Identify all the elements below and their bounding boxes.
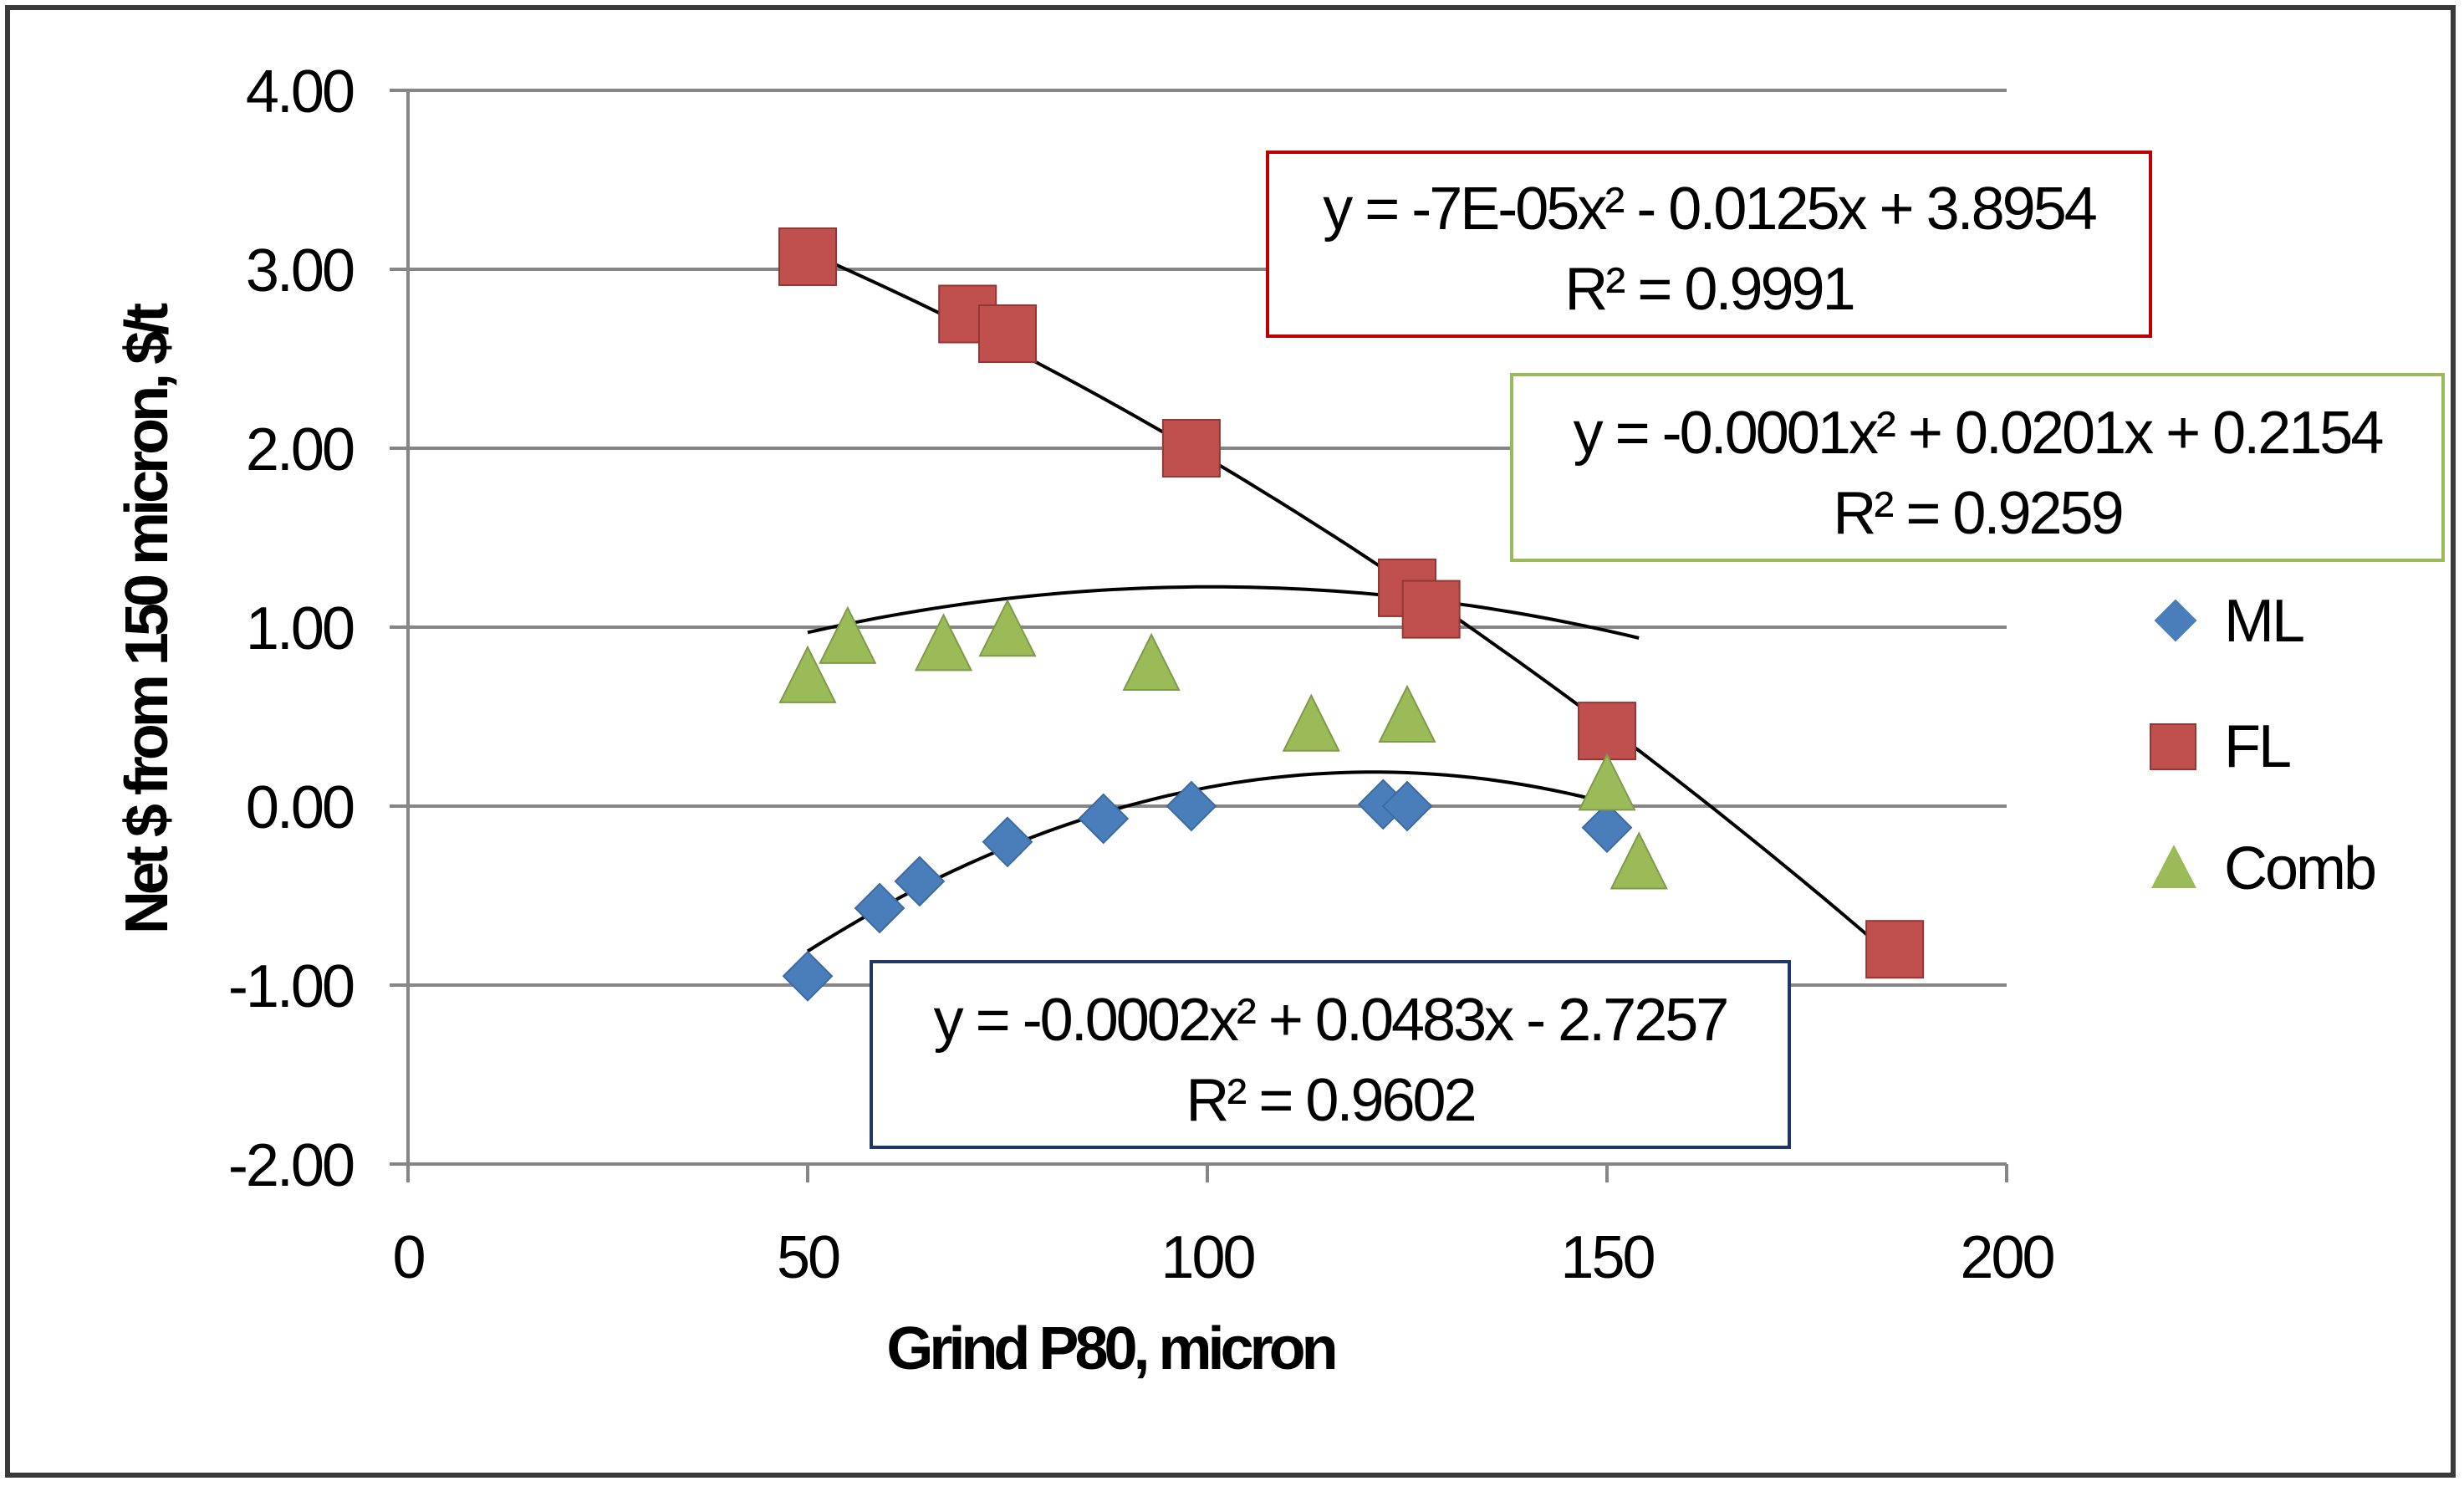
comb-equation-box: y = -0.0001x² + 0.0201x + 0.2154 R² = 0.…	[1510, 373, 2445, 562]
data-point-ml	[854, 882, 906, 934]
data-point-comb	[819, 605, 877, 664]
data-point-comb	[778, 645, 837, 703]
axes	[390, 89, 2008, 1182]
y-tick-label: -2.00	[228, 1132, 354, 1199]
data-point-ml	[1078, 793, 1130, 845]
x-tick-label: 50	[777, 1224, 839, 1291]
y-tick-label: 0.00	[246, 774, 354, 841]
scatter-chart: -2.00 -1.00 0.00 1.00 2.00 3.00 4.00 0 50 100 150 2…	[114, 59, 2445, 1382]
data-point-comb	[1122, 632, 1181, 691]
ml-equation-box: y = -0.0002x² + 0.0483x - 2.7257 R² = 0.…	[870, 960, 1791, 1149]
legend-item-comb: Comb	[2151, 835, 2378, 902]
trendline-fl	[807, 250, 1896, 960]
data-point-comb	[1282, 693, 1340, 752]
y-tick-label: 1.00	[246, 595, 354, 662]
data-point-fl	[1161, 419, 1221, 477]
data-point-ml	[1581, 802, 1633, 854]
legend-item-ml: ML	[2154, 588, 2306, 655]
trendline-comb	[807, 585, 1640, 640]
y-tick-label: 3.00	[246, 237, 354, 304]
x-tick-label: 0	[392, 1224, 424, 1291]
trendline-ml	[806, 770, 1608, 953]
fl-r2: R² = 0.9991	[1564, 256, 1853, 323]
data-point-comb	[978, 599, 1037, 657]
trendlines	[806, 250, 1896, 960]
tick-labels: -2.00 -1.00 0.00 1.00 2.00 3.00 4.00 0 50 100 150 2…	[228, 59, 2057, 1291]
data-points	[778, 227, 1925, 1002]
data-point-fl	[778, 227, 837, 287]
data-point-fl	[1865, 920, 1925, 979]
legend-square-marker	[2150, 723, 2196, 770]
chart-frame: -2.00 -1.00 0.00 1.00 2.00 3.00 4.00 0 50 100 150 2…	[5, 5, 2456, 1478]
y-tick-label: 4.00	[246, 59, 354, 125]
data-point-comb	[1610, 831, 1668, 890]
legend-triangle-marker	[2151, 845, 2196, 888]
ml-equation: y = -0.0002x² + 0.0483x - 2.7257	[934, 987, 1727, 1054]
data-point-ml	[982, 816, 1033, 868]
x-tick-label: 150	[1560, 1224, 1654, 1291]
data-point-fl	[1578, 702, 1636, 761]
comb-r2: R² = 0.9259	[1833, 480, 2121, 547]
data-point-fl	[1401, 580, 1461, 639]
ml-r2: R² = 0.9602	[1186, 1067, 1474, 1134]
fl-equation: y = -7E-05x² - 0.0125x + 3.8954	[1323, 176, 2096, 243]
comb-equation: y = -0.0001x² + 0.0201x + 0.2154	[1574, 400, 2383, 467]
x-tick-label: 200	[1960, 1224, 2053, 1291]
y-tick-label: 2.00	[246, 416, 354, 483]
legend: ML FL Comb	[2150, 588, 2378, 902]
legend-item-fl: FL	[2150, 713, 2293, 780]
data-point-ml	[1166, 780, 1217, 832]
x-axis-title: Grind P80, micron	[886, 1315, 1334, 1382]
data-point-fl	[978, 304, 1037, 364]
y-axis-title: Net $ from 150 micron, $/t	[114, 303, 181, 934]
x-tick-label: 100	[1161, 1224, 1254, 1291]
legend-label-ml: ML	[2224, 588, 2303, 655]
legend-label-fl: FL	[2224, 713, 2290, 780]
y-tick-label: -1.00	[228, 953, 354, 1020]
data-point-ml	[1381, 780, 1433, 832]
fl-equation-box: y = -7E-05x² - 0.0125x + 3.8954 R² = 0.9…	[1266, 151, 2152, 338]
data-point-comb	[914, 613, 973, 672]
legend-diamond-marker	[2154, 599, 2197, 642]
data-point-ml	[894, 855, 946, 907]
data-point-comb	[1378, 684, 1436, 743]
data-point-comb	[1578, 753, 1636, 811]
data-point-ml	[782, 950, 834, 1002]
legend-label-comb: Comb	[2224, 835, 2375, 902]
